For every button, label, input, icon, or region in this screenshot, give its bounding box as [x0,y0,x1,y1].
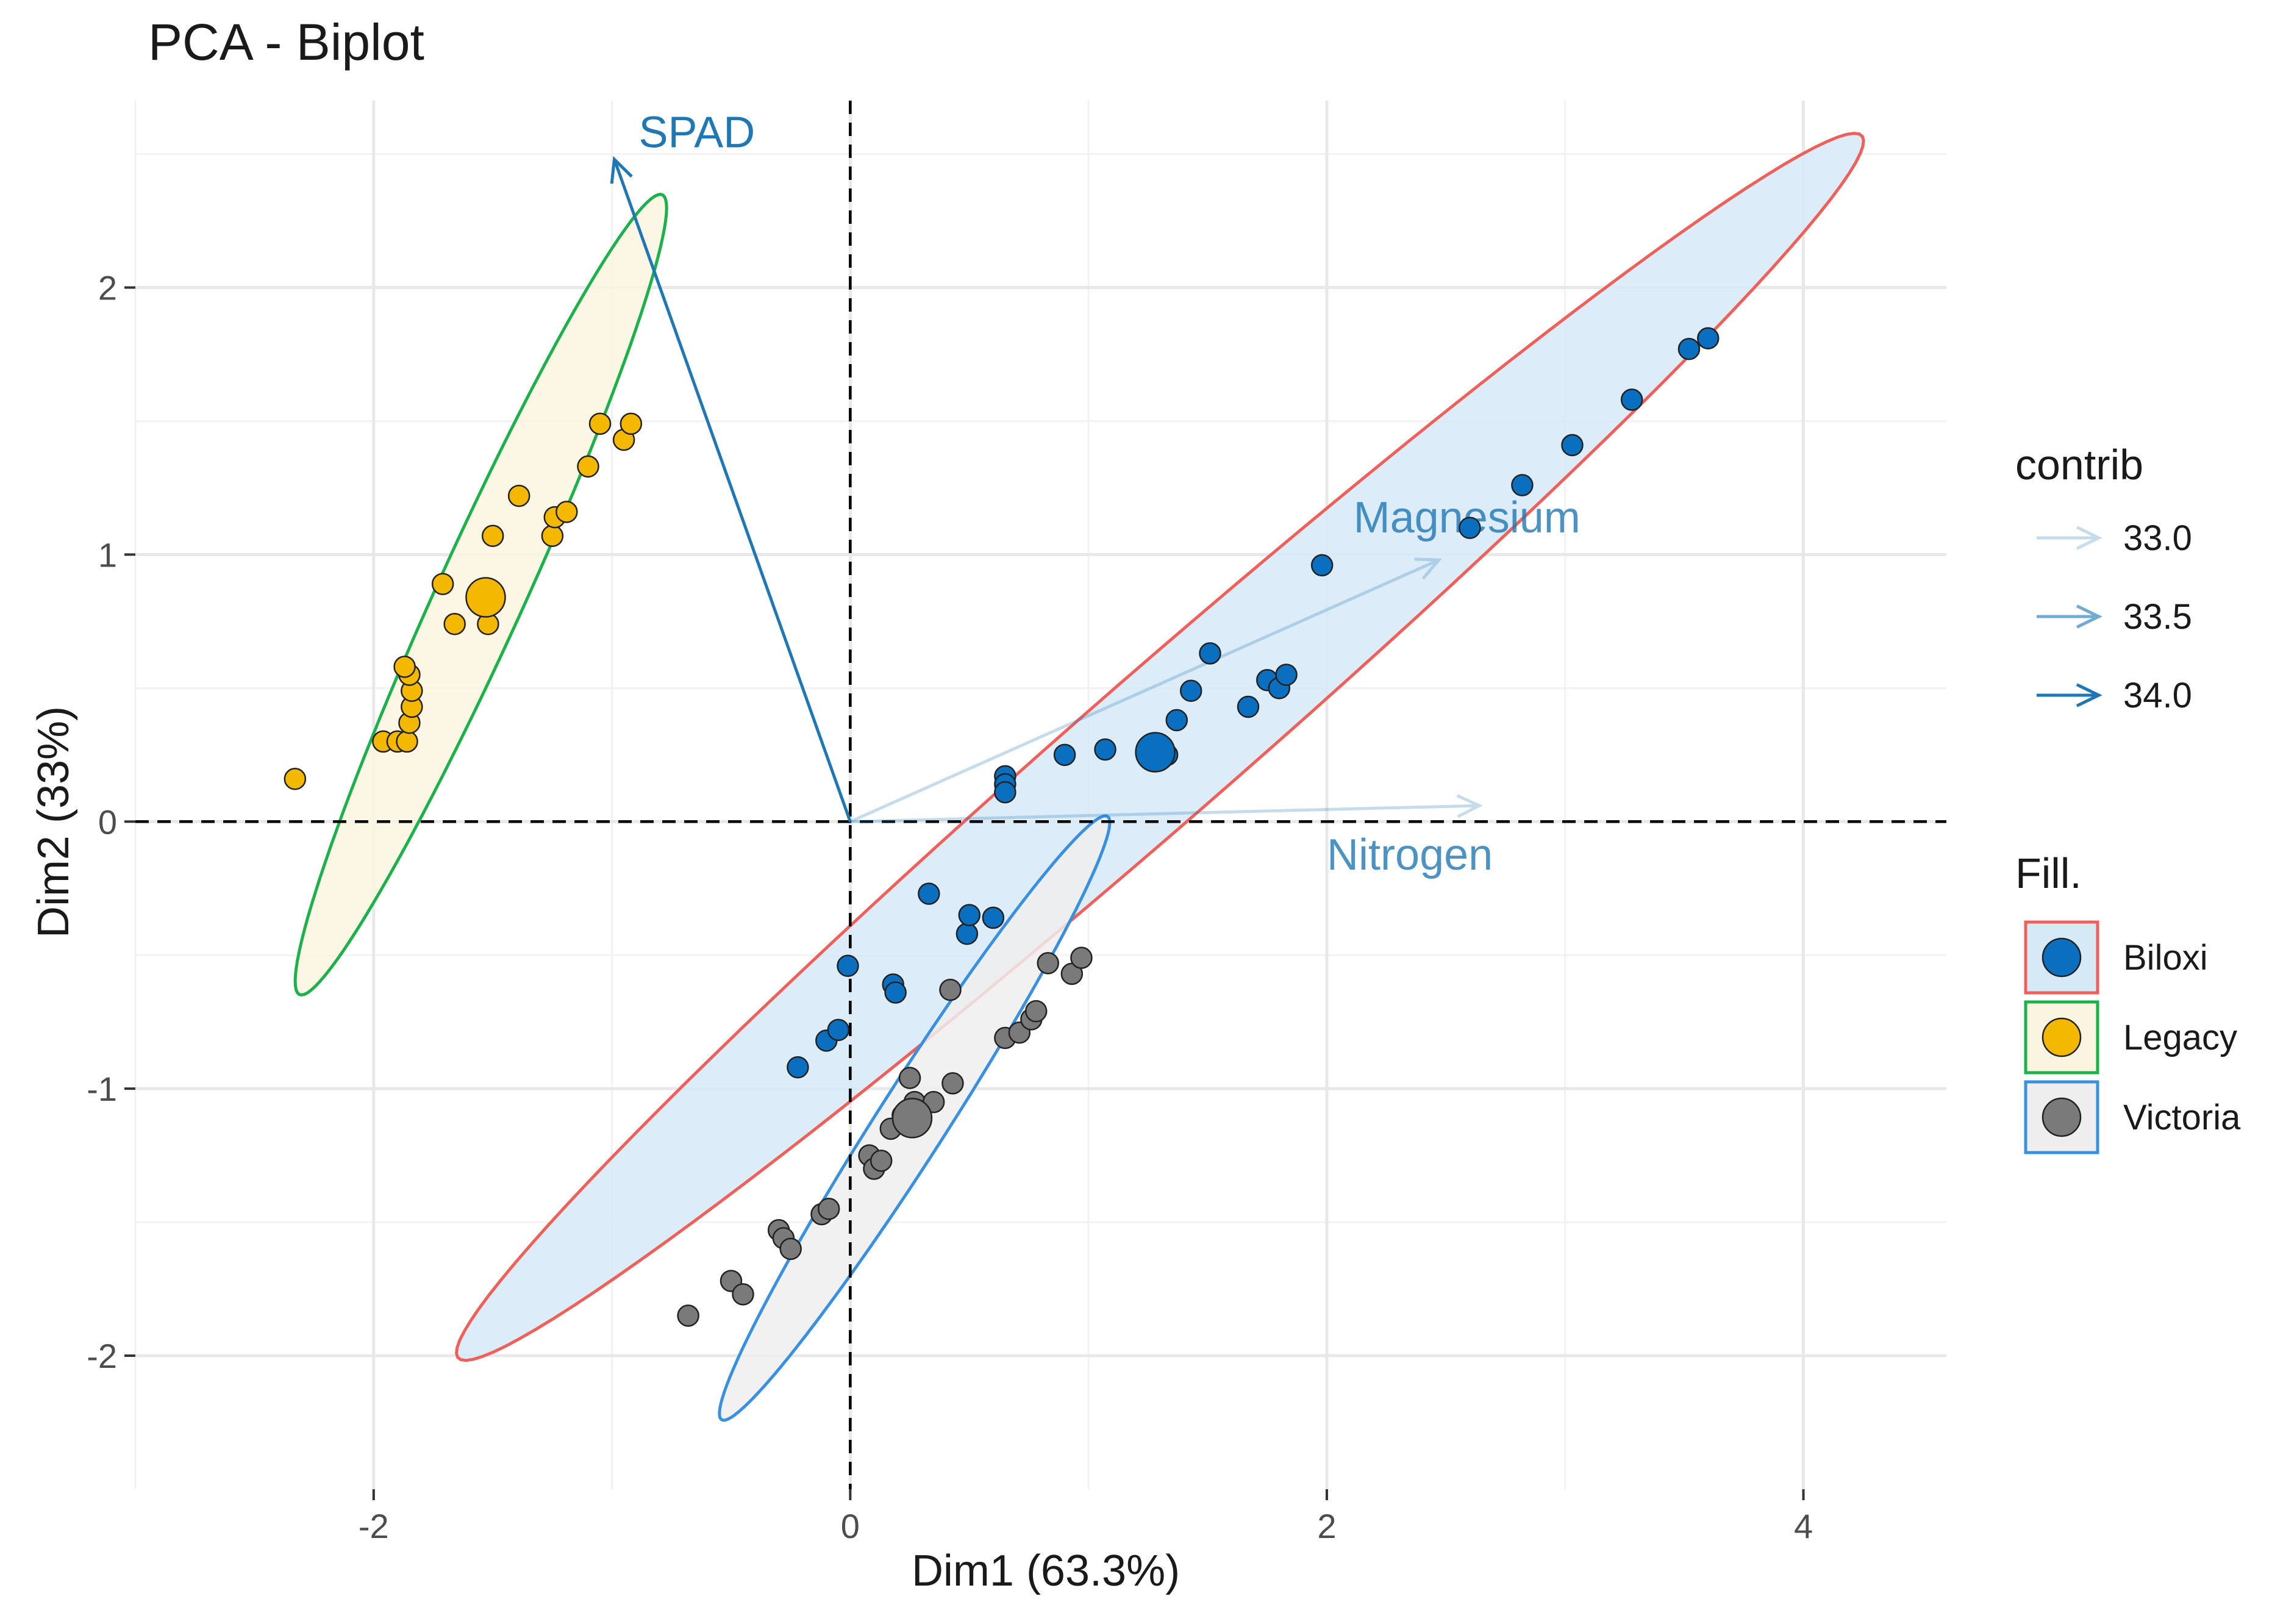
y-tick-label-2: 0 [98,803,117,841]
point-biloxi-19 [1237,695,1260,718]
y-tick-label-4: 2 [98,269,117,307]
point-biloxi-22 [1275,664,1298,686]
point-legacy-3 [396,730,418,753]
point-legacy-14 [541,524,564,548]
legend-contrib-arrow-2-head [2076,604,2102,629]
point-biloxi-2 [827,1018,850,1042]
point-biloxi-27 [1620,388,1643,411]
point-victoria-0 [677,1304,699,1327]
point-legacy-8 [393,656,416,678]
x-tick-label-1: 0 [841,1507,860,1545]
variable-arrow-nitrogen-shaft [850,804,1480,823]
point-biloxi-13 [1053,743,1076,767]
point-legacy-16 [555,501,578,523]
centroid-legacy [465,577,506,618]
variable-label-nitrogen: Nitrogen [1327,831,1493,879]
point-legacy-13 [507,484,530,507]
point-biloxi-28 [1677,337,1701,360]
legend-fill-dot-biloxi [2042,937,2082,978]
point-legacy-10 [443,613,466,635]
legend: contrib 33.0 33.5 34.0 Fill. Biloxi Lega… [2015,441,2241,1154]
legend-contrib-arrow-1 [2037,526,2102,550]
legend-contrib-arrow-3-head [2076,683,2102,707]
centroid-biloxi [1135,732,1176,773]
point-victoria-13 [898,1067,921,1089]
variable-arrow-nitrogen [850,794,1483,823]
point-biloxi-3 [837,954,859,977]
x-axis-title: Dim1 (63.3%) [912,1547,1180,1595]
legend-fill-title: Fill. [2015,850,2082,897]
point-victoria-17 [941,1072,964,1095]
legend-fill-label-victoria: Victoria [2123,1098,2241,1137]
point-victoria-7 [817,1197,840,1220]
point-biloxi-18 [1199,642,1221,665]
variable-arrow-nitrogen-head [1456,794,1483,818]
point-victoria-16 [939,978,962,1001]
point-biloxi-14 [1094,738,1116,761]
point-legacy-18 [588,412,612,435]
y-tick-label-1: -1 [87,1070,117,1108]
point-legacy-17 [577,455,599,478]
y-axis-title: Dim2 (33%) [29,706,78,938]
point-victoria-21 [1024,1000,1048,1023]
point-victoria-22 [1037,952,1059,975]
point-biloxi-0 [787,1056,809,1079]
point-biloxi-12 [994,781,1016,804]
point-legacy-20 [620,412,643,435]
y-tick-label-0: -2 [87,1337,117,1375]
legend-contrib-title: contrib [2015,441,2143,488]
legend-contrib-label-3: 34.0 [2123,676,2192,715]
point-biloxi-6 [918,882,940,905]
legend-contrib-arrow-1-head [2076,526,2102,550]
point-biloxi-25 [1511,474,1534,496]
point-biloxi-7 [956,922,979,945]
variable-arrow-spad [610,156,852,823]
x-tick-label-3: 4 [1794,1507,1813,1545]
point-biloxi-8 [958,904,981,926]
point-victoria-2 [732,1283,754,1306]
variable-arrow-spad-shaft [613,159,852,823]
centroid-victoria [891,1098,933,1139]
legend-fill-key-legacy [2024,1000,2099,1075]
point-biloxi-24 [1459,517,1481,539]
point-legacy-12 [481,524,504,548]
legend-contrib-arrow-2 [2037,604,2102,629]
point-victoria-24 [1070,946,1093,969]
point-biloxi-17 [1179,679,1202,702]
point-victoria-5 [779,1237,802,1261]
point-victoria-10 [870,1150,893,1172]
point-biloxi-5 [884,981,907,1004]
legend-fill-label-biloxi: Biloxi [2123,938,2208,978]
point-biloxi-29 [1696,327,1720,349]
point-legacy-0 [284,767,307,790]
legend-contrib-arrow-3 [2037,683,2102,707]
point-biloxi-16 [1165,709,1188,732]
variable-arrow-magnesium [849,557,1442,823]
y-tick-label-3: 1 [98,535,117,574]
chart-title: PCA - Biplot [148,13,424,71]
legend-contrib-label-1: 33.0 [2123,518,2192,558]
point-biloxi-26 [1561,434,1584,457]
point-legacy-9 [431,573,454,595]
legend-fill-label-legacy: Legacy [2123,1018,2237,1057]
x-tick-label-0: -2 [359,1507,389,1545]
x-tick-label-2: 2 [1317,1507,1336,1545]
legend-contrib-label-2: 33.5 [2123,597,2192,637]
legend-fill-dot-legacy [2042,1017,2082,1057]
point-biloxi-9 [982,906,1005,929]
variable-arrow-spad-head [610,156,633,184]
variable-arrow-magnesium-shaft [849,558,1440,823]
variable-arrow-magnesium-head [1414,557,1442,580]
point-biloxi-23 [1310,554,1334,577]
legend-fill-dot-victoria [2042,1097,2082,1137]
variable-label-spad: SPAD [638,108,755,157]
